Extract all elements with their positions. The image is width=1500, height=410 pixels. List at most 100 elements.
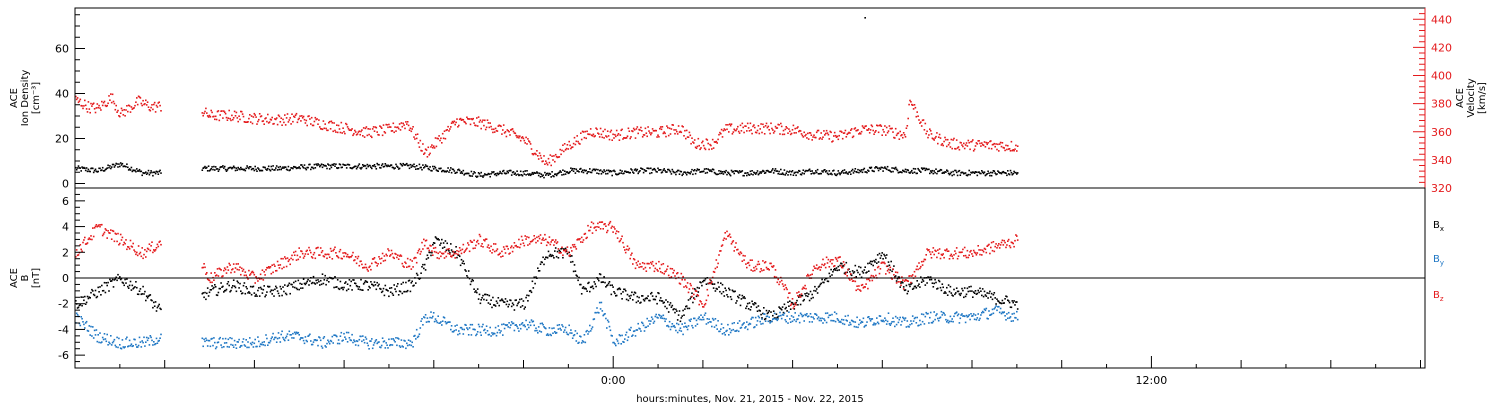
bz-series-point: [693, 298, 696, 300]
bz-series-point: [646, 262, 648, 265]
top-series-1-point: [788, 128, 790, 130]
top-series-0-point: [691, 168, 693, 171]
top-series-0-point: [405, 163, 407, 166]
top-series-1-point: [1000, 145, 1003, 148]
top-series-1-point: [711, 138, 714, 141]
top-series-1-point: [972, 139, 974, 141]
bx-series-point: [709, 281, 711, 284]
top-series-1-point: [119, 115, 121, 118]
top-series-0-point: [894, 166, 897, 169]
bz-series-point: [235, 263, 238, 265]
by-series-point: [401, 345, 404, 347]
bz-series-point: [670, 276, 673, 278]
top-series-1-point: [258, 113, 261, 115]
top-series-0-point: [460, 171, 463, 173]
top-series-1-point: [458, 118, 461, 121]
top-series-0-point: [920, 167, 923, 169]
bz-series-point: [263, 271, 265, 273]
top-series-1-point: [78, 100, 81, 102]
by-series-point: [663, 317, 665, 320]
by-series-point: [838, 321, 840, 323]
top-series-1-point: [776, 127, 779, 129]
bz-series-point: [598, 221, 601, 223]
bz-series-point: [370, 268, 372, 271]
top-series-1-point: [924, 122, 927, 125]
bz-series-point: [639, 263, 641, 265]
by-series-point: [952, 320, 954, 323]
by-series-point: [824, 312, 827, 315]
top-series-0-point: [257, 167, 259, 169]
by-series-point: [234, 344, 237, 346]
top-series-1-point: [867, 129, 869, 131]
by-series-point: [841, 322, 844, 325]
top-series-0-point: [287, 165, 290, 168]
top-series-1-point: [586, 130, 588, 133]
top-series-1-point: [976, 143, 979, 145]
bz-series-point: [720, 245, 723, 247]
bx-series-point: [875, 258, 877, 261]
by-series-point: [354, 340, 356, 343]
top-series-0-point: [788, 171, 790, 173]
top-series-1-point: [840, 130, 842, 133]
bx-series-point: [646, 297, 648, 300]
top-series-0-point: [569, 170, 571, 173]
bx-series-point: [930, 278, 933, 281]
top-series-0-point: [825, 170, 828, 172]
top-series-0-point: [351, 167, 353, 170]
by-series-point: [885, 323, 888, 325]
top-series-0-point: [250, 168, 253, 171]
by-series-point: [731, 322, 734, 325]
bz-series-point: [432, 247, 435, 249]
top-series-1-point: [598, 133, 600, 135]
by-series-point: [356, 340, 359, 343]
by-series-point: [754, 326, 756, 328]
bz-series-point: [99, 225, 101, 228]
top-series-1-point: [362, 135, 364, 137]
bx-series-point: [753, 303, 755, 306]
bx-series-point: [106, 284, 108, 287]
top-series-0-point: [525, 174, 527, 176]
by-series-point: [287, 339, 290, 341]
top-series-1-point: [342, 127, 344, 129]
by-series-point: [878, 315, 881, 317]
bx-series-point: [764, 317, 767, 320]
bx-series-point: [324, 274, 326, 277]
bx-series-point: [498, 304, 500, 307]
top-series-0-point: [508, 170, 510, 172]
bz-series-point: [242, 268, 245, 271]
top-series-1-point: [450, 122, 453, 124]
bx-series-point: [441, 247, 444, 249]
bx-series-point: [263, 285, 265, 287]
by-series-point: [999, 307, 1002, 310]
bx-series-point: [87, 297, 90, 300]
bx-series-point: [693, 297, 695, 299]
top-series-1-point: [230, 119, 232, 122]
top-series-0-point: [145, 171, 147, 173]
by-series-point: [615, 338, 618, 341]
top-series-0-point: [694, 172, 697, 175]
bx-series-point: [339, 280, 342, 283]
bx-series-point: [588, 281, 590, 284]
bx-series-point: [124, 278, 126, 281]
by-series-point: [371, 338, 373, 340]
bx-series-point: [347, 288, 350, 290]
bx-series-point: [107, 281, 109, 284]
top-series-1-point: [702, 140, 704, 143]
by-series-point: [306, 340, 308, 343]
top-series-1-point: [674, 132, 676, 135]
by-series-point: [592, 318, 595, 321]
by-series-point: [884, 317, 886, 319]
bx-series-point: [742, 297, 744, 299]
bz-series-point: [850, 273, 852, 275]
top-series-1-point: [509, 134, 511, 136]
by-series-point: [505, 324, 508, 327]
bz-series-point: [258, 278, 261, 280]
by-series-point: [467, 328, 469, 331]
bz-series-point: [103, 231, 106, 234]
bz-series-point: [216, 268, 219, 270]
bz-series-point: [859, 290, 862, 292]
top-series-1-point: [835, 136, 838, 138]
top-series-1-point: [640, 126, 642, 129]
top-series-1-point: [876, 124, 878, 127]
bx-series-point: [981, 288, 984, 290]
